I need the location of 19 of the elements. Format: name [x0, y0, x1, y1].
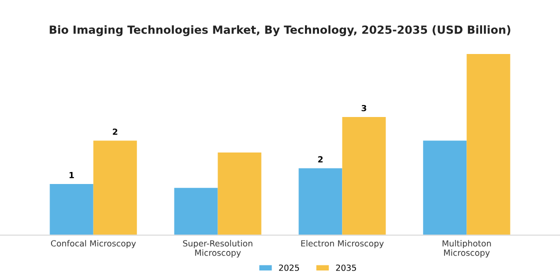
data-label: 2: [112, 128, 118, 135]
bar: [466, 54, 510, 236]
bar: [218, 152, 262, 236]
x-tick-label: Confocal Microscopy: [51, 240, 136, 248]
bar: [342, 117, 386, 236]
bar: [93, 140, 137, 236]
bar: [423, 140, 467, 236]
data-label: 3: [362, 104, 366, 112]
legend-label: 2035: [336, 264, 356, 271]
legend-label: 2025: [279, 264, 299, 271]
data-label: 2: [318, 156, 323, 162]
bar: [298, 168, 342, 236]
chart-title: Bio Imaging Technologies Market, By Technology, 2025-2035 (USD Billion): [50, 25, 510, 36]
bar: [174, 188, 218, 236]
data-label: 1: [70, 172, 74, 178]
x-tick-label: Super-Resolution Microscopy: [183, 240, 252, 258]
x-tick-label: Electron Microscopy: [301, 240, 384, 248]
x-tick-label: Multiphoton Microscopy: [442, 240, 491, 258]
bar: [50, 184, 94, 236]
